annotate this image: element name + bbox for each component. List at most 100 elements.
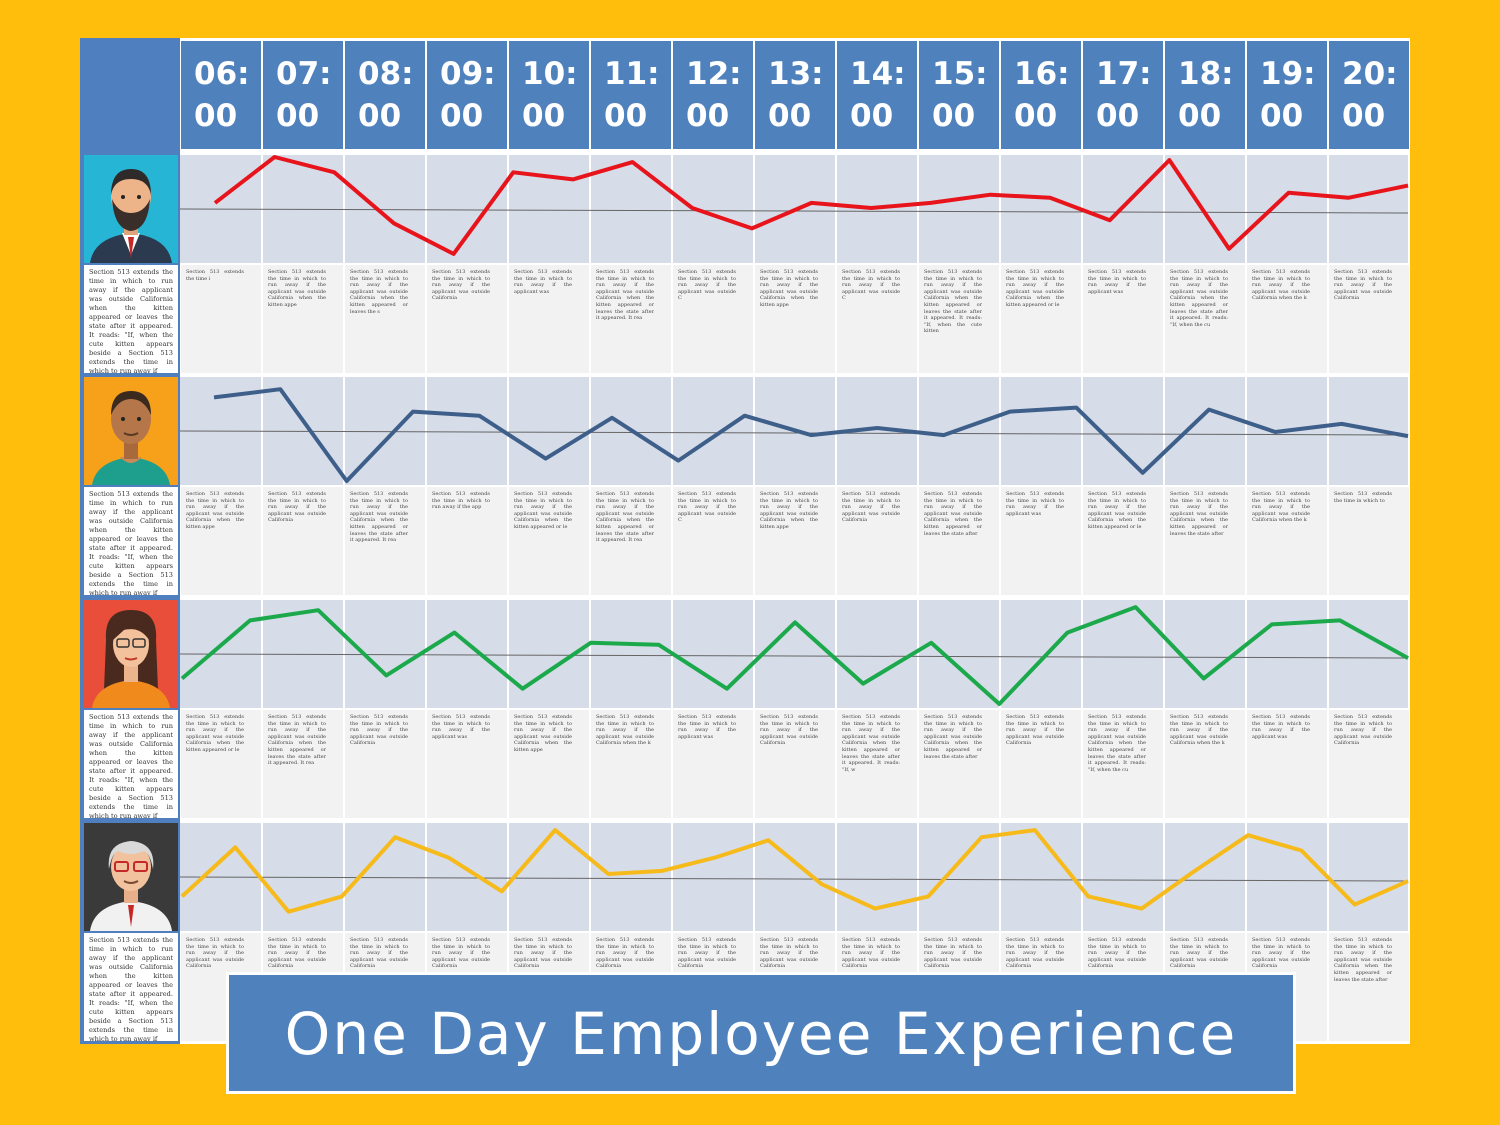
column-divider [343, 600, 345, 708]
activity-note: Section 513 extends the time in which to… [919, 710, 999, 818]
column-divider [917, 600, 919, 708]
column-divider [1081, 155, 1083, 263]
activity-note: Section 513 extends the time in which to… [1001, 265, 1081, 373]
column-divider [671, 377, 673, 485]
hour-header-9: 15: 00 [919, 41, 999, 149]
activity-note: Section 513 extends the time i [181, 265, 261, 373]
column-divider [1327, 823, 1329, 931]
column-divider [753, 823, 755, 931]
activity-note: Section 513 extends the time in which to… [1165, 710, 1245, 818]
column-divider [1245, 600, 1247, 708]
minute-label: 00 [768, 98, 812, 134]
column-divider [1327, 600, 1329, 708]
hour-label: 14: [850, 56, 906, 92]
bearded-man-avatar [84, 155, 178, 263]
hour-header-8: 14: 00 [837, 41, 917, 149]
mood-band [180, 823, 1408, 931]
activity-note: Section 513 extends the time in which to… [345, 265, 425, 373]
activity-note: Section 513 extends the time in which to… [427, 265, 507, 373]
column-divider [999, 155, 1001, 263]
column-divider [589, 377, 591, 485]
column-divider [835, 155, 837, 263]
column-divider [835, 823, 837, 931]
column-divider [425, 823, 427, 931]
hour-label: 11: [604, 56, 660, 92]
column-divider [343, 377, 345, 485]
hour-header-0: 06: 00 [181, 41, 261, 149]
column-divider [917, 155, 919, 263]
column-divider [999, 377, 1001, 485]
column-divider [1245, 377, 1247, 485]
activity-note: Section 513 extends the time in which to… [1001, 487, 1081, 595]
column-divider [261, 155, 263, 263]
hour-label: 10: [522, 56, 578, 92]
column-divider [1163, 377, 1165, 485]
hour-header-11: 17: 00 [1083, 41, 1163, 149]
activity-note: Section 513 extends the time in which to… [673, 710, 753, 818]
activity-note: Section 513 extends the time in which to… [1329, 265, 1409, 373]
minute-label: 00 [686, 98, 730, 134]
page-title: One Day Employee Experience [226, 972, 1296, 1094]
activity-note: Section 513 extends the time in which to… [1247, 265, 1327, 373]
activity-note: Section 513 extends the time in which to… [263, 265, 343, 373]
activity-note: Section 513 extends the time in which to… [263, 710, 343, 818]
minute-label: 00 [850, 98, 894, 134]
hour-header-10: 16: 00 [1001, 41, 1081, 149]
activity-note: Section 513 extends the time in which to… [1247, 710, 1327, 818]
activity-note: Section 513 extends the time in which to… [427, 487, 507, 595]
minute-label: 00 [1096, 98, 1140, 134]
activity-note: Section 513 extends the time in which to… [591, 265, 671, 373]
persona-description: Section 513 extends the time in which to… [84, 487, 178, 595]
column-divider [1245, 823, 1247, 931]
hour-label: 18: [1178, 56, 1234, 92]
minute-label: 00 [1342, 98, 1386, 134]
column-divider [507, 600, 509, 708]
activity-note: Section 513 extends the time in which to… [1083, 487, 1163, 595]
activity-note: Section 513 extends the time in which to [1329, 487, 1409, 595]
hour-header-2: 08: 00 [345, 41, 425, 149]
column-divider [425, 600, 427, 708]
minute-label: 00 [1178, 98, 1222, 134]
hour-label: 20: [1342, 56, 1398, 92]
column-divider [343, 155, 345, 263]
mood-band [180, 155, 1408, 263]
column-divider [835, 377, 837, 485]
activity-note: Section 513 extends the time in which to… [1001, 710, 1081, 818]
minute-label: 00 [604, 98, 648, 134]
hour-header-6: 12: 00 [673, 41, 753, 149]
hour-header-1: 07: 00 [263, 41, 343, 149]
activity-note: Section 513 extends the time in which to… [181, 710, 261, 818]
minute-label: 00 [194, 98, 238, 134]
activity-note: Section 513 extends the time in which to… [673, 487, 753, 595]
column-divider [917, 377, 919, 485]
minute-label: 00 [358, 98, 402, 134]
column-divider [1081, 823, 1083, 931]
minute-label: 00 [1260, 98, 1304, 134]
column-divider [1327, 377, 1329, 485]
activity-note: Section 513 extends the time in which to… [509, 487, 589, 595]
column-divider [917, 823, 919, 931]
senior-man-avatar [84, 823, 178, 931]
minute-label: 00 [276, 98, 320, 134]
hour-header-5: 11: 00 [591, 41, 671, 149]
activity-note: Section 513 extends the time in which to… [1083, 710, 1163, 818]
activity-note: Section 513 extends the time in which to… [509, 265, 589, 373]
column-divider [343, 823, 345, 931]
hour-label: 16: [1014, 56, 1070, 92]
activity-note: Section 513 extends the time in which to… [1247, 487, 1327, 595]
column-divider [753, 377, 755, 485]
man-orange-avatar [84, 377, 178, 485]
activity-note: Section 513 extends the time in which to… [837, 487, 917, 595]
column-divider [1245, 155, 1247, 263]
activity-note: Section 513 extends the time in which to… [591, 710, 671, 818]
activity-note: Section 513 extends the time in which to… [919, 487, 999, 595]
column-divider [1081, 600, 1083, 708]
activity-note: Section 513 extends the time in which to… [755, 487, 835, 595]
activity-note: Section 513 extends the time in which to… [1165, 265, 1245, 373]
hour-label: 09: [440, 56, 496, 92]
column-divider [507, 823, 509, 931]
hour-label: 17: [1096, 56, 1152, 92]
activity-note: Section 513 extends the time in which to… [1165, 487, 1245, 595]
hour-header-13: 19: 00 [1247, 41, 1327, 149]
hour-label: 15: [932, 56, 988, 92]
